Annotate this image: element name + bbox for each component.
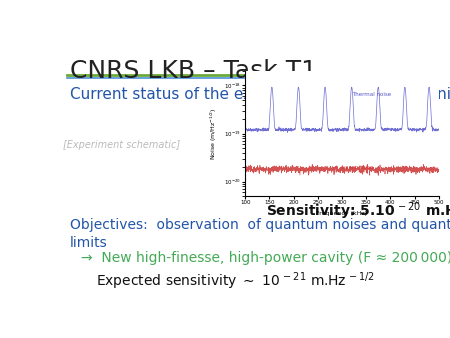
Text: →  New high-finesse, high-power cavity (F ≈ 200 000): → New high-finesse, high-power cavity (F… <box>81 251 450 265</box>
Y-axis label: Noise (m/Hz$^{-1/2}$): Noise (m/Hz$^{-1/2}$) <box>208 107 219 160</box>
Text: Expected sensitivity $\sim$ 10$^{\,-21}$ m.Hz$^{\,-1/2}$: Expected sensitivity $\sim$ 10$^{\,-21}$… <box>96 271 375 292</box>
Text: Thermal noise: Thermal noise <box>352 92 391 97</box>
Text: Objectives:  observation  of quantum noises and quantum
limits: Objectives: observation of quantum noise… <box>70 218 450 250</box>
Text: Laser noise: Laser noise <box>342 165 374 170</box>
Text: CNRS LKB – Task T1: CNRS LKB – Task T1 <box>70 59 317 83</box>
Text: Current status of the experiment on optomechanical coupling: Current status of the experiment on opto… <box>70 88 450 102</box>
Text: [Experiment schematic]: [Experiment schematic] <box>63 140 180 150</box>
X-axis label: Frequency (kHz): Frequency (kHz) <box>316 211 368 216</box>
Text: Sensitivity: 5.10$^{\,-20}$ m.Hz$^{\,-1/2}$: Sensitivity: 5.10$^{\,-20}$ m.Hz$^{\,-1/… <box>266 201 450 222</box>
